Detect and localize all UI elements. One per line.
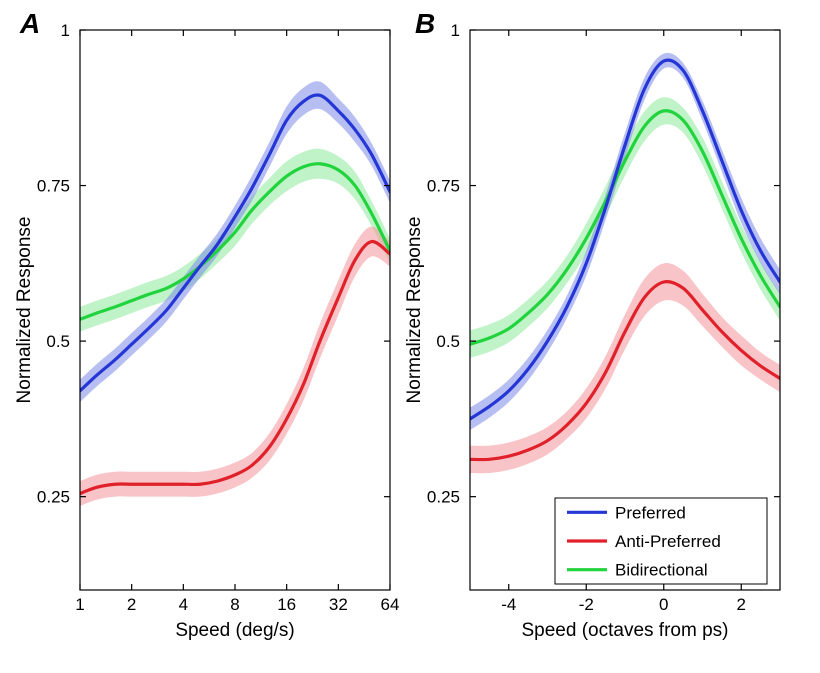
xtick-label: 16 xyxy=(277,595,296,614)
xtick-label: 2 xyxy=(127,595,136,614)
y-axis-label: Normalized Response xyxy=(14,217,35,404)
xtick-label: -2 xyxy=(579,595,594,614)
xtick-label: 64 xyxy=(381,595,400,614)
xtick-label: 2 xyxy=(737,595,746,614)
legend: Preferred Anti-Preferred Bidirectional xyxy=(555,498,767,584)
ytick-label: 0.75 xyxy=(37,177,70,196)
series-band-preferred xyxy=(470,53,780,430)
panel-a: 1 2 4 8 16 32 64 0.25 0.5 0.75 1 Speed (deg/s) Norma… xyxy=(14,21,399,641)
series-band-anti-preferred xyxy=(470,263,780,473)
ytick-label: 0.5 xyxy=(46,332,70,351)
xtick-label: 32 xyxy=(329,595,348,614)
x-axis-label: Speed (deg/s) xyxy=(175,620,294,641)
legend-label: Preferred xyxy=(615,503,686,522)
series-band-anti-preferred xyxy=(80,227,390,506)
chart-svg: 1 2 4 8 16 32 64 0.25 0.5 0.75 1 Speed (deg/s) Norma… xyxy=(0,0,820,673)
panel-b-label: B xyxy=(415,8,435,40)
xtick-label: 0 xyxy=(659,595,668,614)
ytick-label: 0.25 xyxy=(427,488,460,507)
panel-a-label: A xyxy=(20,8,40,40)
figure-root: A B 1 2 4 8 16 32 64 0.25 0.5 0.75 1 Speed (deg/s) N… xyxy=(0,0,820,673)
ytick-label: 1 xyxy=(61,21,70,40)
x-axis-label: Speed (octaves from ps) xyxy=(522,620,729,641)
y-axis-label: Normalized Response xyxy=(404,217,425,404)
legend-label: Anti-Preferred xyxy=(615,532,721,551)
xtick-label: 8 xyxy=(230,595,239,614)
ytick-label: 0.75 xyxy=(427,177,460,196)
series-line-anti-preferred xyxy=(470,282,780,460)
ytick-label: 0.5 xyxy=(436,332,460,351)
ytick-label: 1 xyxy=(451,21,460,40)
series-line-preferred xyxy=(470,60,780,419)
xtick-label: -4 xyxy=(501,595,516,614)
ytick-label: 0.25 xyxy=(37,488,70,507)
xtick-label: 1 xyxy=(75,595,84,614)
legend-label: Bidirectional xyxy=(615,561,708,580)
xtick-label: 4 xyxy=(179,595,188,614)
